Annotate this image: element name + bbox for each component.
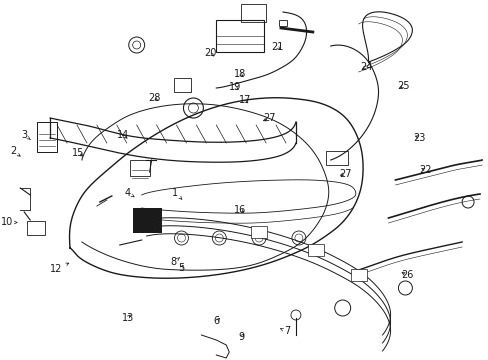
Text: 4: 4 [124, 188, 134, 198]
Text: 28: 28 [148, 93, 160, 103]
Text: 27: 27 [339, 168, 351, 179]
Text: 3: 3 [21, 130, 30, 140]
Text: 17: 17 [238, 95, 250, 105]
Bar [350, 269, 366, 281]
Text: 21: 21 [270, 42, 283, 52]
Text: 12: 12 [50, 263, 69, 274]
Bar [307, 244, 323, 256]
Bar [279, 20, 286, 26]
Text: 23: 23 [413, 132, 425, 143]
Bar [216, 20, 264, 52]
Bar [251, 226, 266, 238]
Text: 8: 8 [170, 257, 179, 267]
Bar [173, 78, 191, 92]
Text: 18: 18 [233, 69, 245, 79]
Text: 27: 27 [262, 113, 275, 123]
Text: 19: 19 [228, 82, 241, 92]
Text: 11: 11 [140, 214, 152, 224]
Text: 6: 6 [213, 316, 219, 326]
Bar [129, 160, 149, 176]
Text: 1: 1 [172, 188, 182, 199]
Text: 24: 24 [360, 62, 372, 72]
Text: 10: 10 [1, 217, 17, 228]
Text: 26: 26 [400, 270, 412, 280]
Text: 20: 20 [204, 48, 216, 58]
Text: 16: 16 [233, 204, 245, 215]
Bar [325, 151, 347, 165]
Text: 7: 7 [280, 326, 289, 336]
Text: 14: 14 [117, 130, 129, 140]
Text: 22: 22 [419, 165, 431, 175]
Text: 13: 13 [122, 312, 134, 323]
Bar [27, 221, 45, 235]
Bar [37, 122, 57, 152]
Text: 2: 2 [10, 146, 20, 156]
Text: 25: 25 [397, 81, 409, 91]
Text: 9: 9 [238, 332, 244, 342]
Bar [241, 4, 265, 22]
Text: 5: 5 [178, 263, 184, 273]
Text: 15: 15 [71, 148, 84, 158]
